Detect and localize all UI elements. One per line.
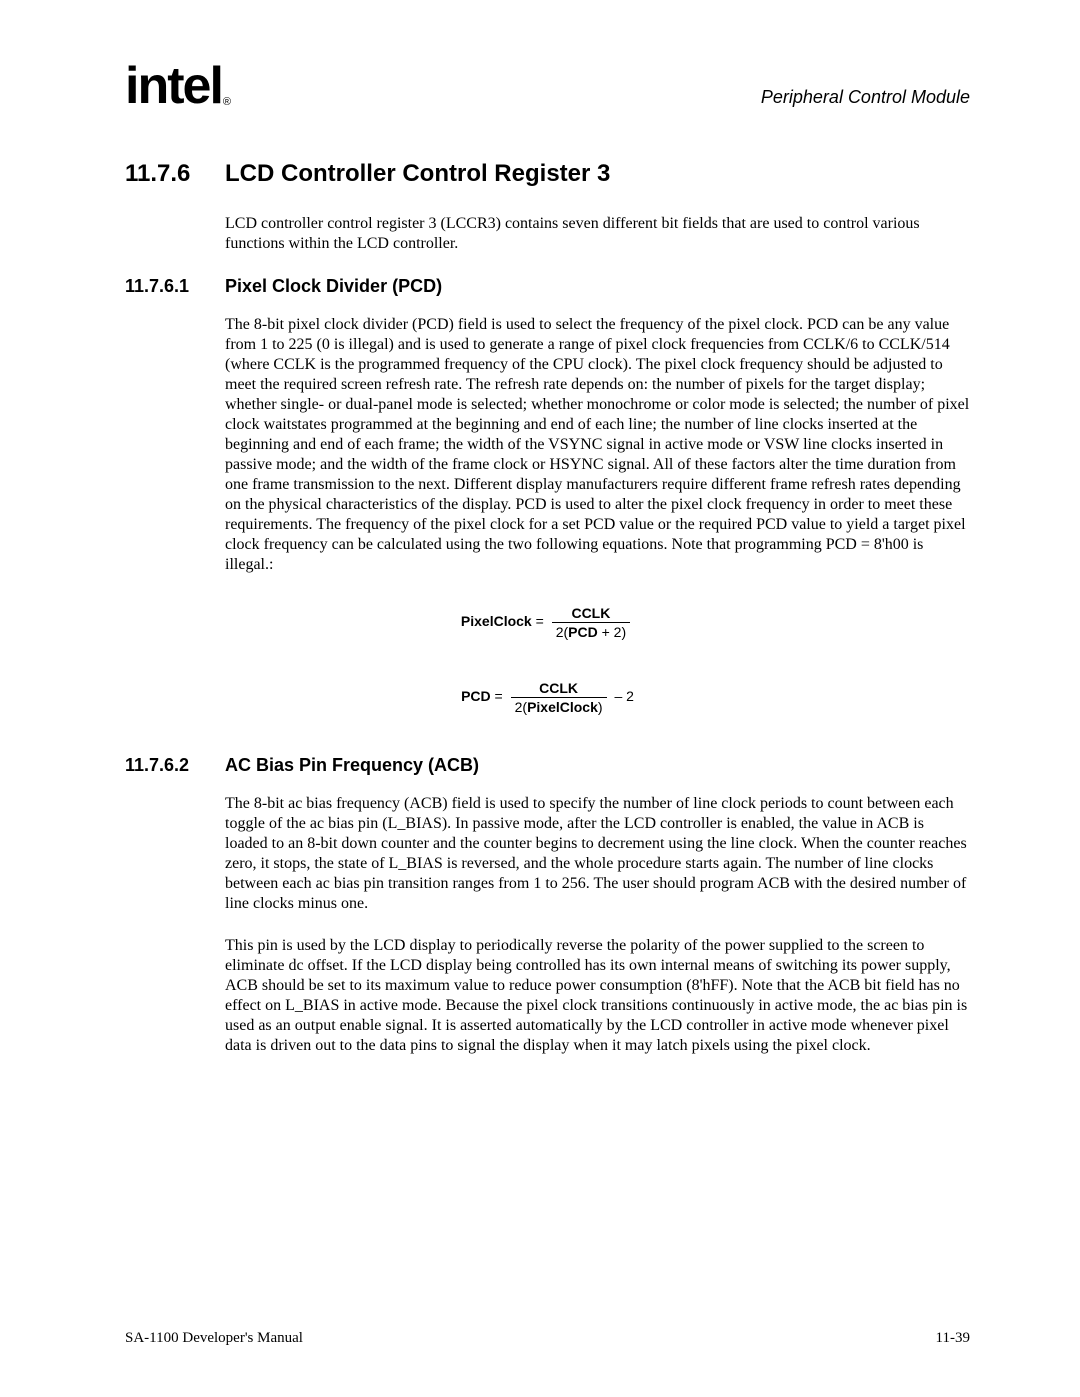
eq-numerator: CCLK <box>511 680 607 698</box>
equation-pcd: PCD = CCLK 2(PixelClock) – 2 <box>125 680 970 715</box>
eq-denominator: 2(PixelClock) <box>511 698 607 715</box>
intel-logo: intel® <box>125 60 228 112</box>
page-header: intel® Peripheral Control Module <box>125 60 970 112</box>
chapter-title: Peripheral Control Module <box>761 87 970 108</box>
section-number: 11.7.6 <box>125 160 225 188</box>
footer-left: SA-1100 Developer's Manual <box>125 1330 303 1347</box>
eq-denominator: 2(PCD + 2) <box>552 623 630 640</box>
acb-paragraph-1: The 8-bit ac bias frequency (ACB) field … <box>225 794 970 914</box>
eq-fraction: CCLK 2(PCD + 2) <box>552 605 630 640</box>
subsection-number: 11.7.6.1 <box>125 276 225 297</box>
subsection-heading: 11.7.6.1 Pixel Clock Divider (PCD) <box>125 276 970 297</box>
eq-fraction: CCLK 2(PixelClock) <box>511 680 607 715</box>
pcd-paragraph: The 8-bit pixel clock divider (PCD) fiel… <box>225 315 970 575</box>
subsection-title: Pixel Clock Divider (PCD) <box>225 276 442 297</box>
equation-pixelclock: PixelClock = CCLK 2(PCD + 2) <box>125 605 970 640</box>
section-intro: LCD controller control register 3 (LCCR3… <box>225 214 970 254</box>
acb-paragraph-2: This pin is used by the LCD display to p… <box>225 936 970 1056</box>
page: intel® Peripheral Control Module 11.7.6 … <box>0 0 1080 1128</box>
eq-lhs: PCD <box>461 688 491 704</box>
page-footer: SA-1100 Developer's Manual 11-39 <box>125 1330 970 1347</box>
eq-numerator: CCLK <box>552 605 630 623</box>
eq-tail: – 2 <box>614 688 633 704</box>
eq-lhs: PixelClock <box>461 613 532 629</box>
subsection-title: AC Bias Pin Frequency (ACB) <box>225 755 479 776</box>
footer-right: 11-39 <box>936 1330 970 1347</box>
subsection-heading: 11.7.6.2 AC Bias Pin Frequency (ACB) <box>125 755 970 776</box>
eq-equals: = <box>536 613 548 629</box>
section-title: LCD Controller Control Register 3 <box>225 160 610 188</box>
section-heading: 11.7.6 LCD Controller Control Register 3 <box>125 160 970 188</box>
subsection-number: 11.7.6.2 <box>125 755 225 776</box>
eq-equals: = <box>495 688 507 704</box>
